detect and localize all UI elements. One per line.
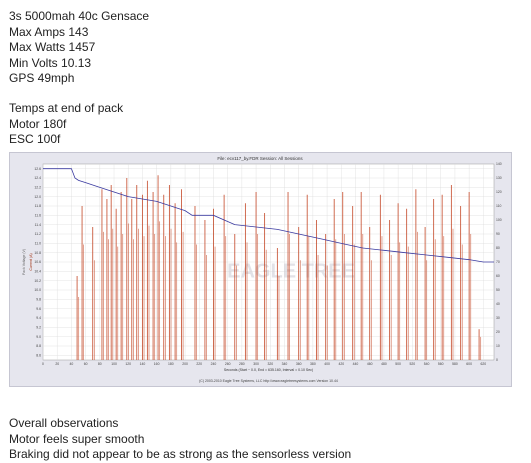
motor-observation-text: Motor feels super smooth (9, 431, 145, 446)
y-tick-label-left: 9.0 (36, 335, 41, 339)
y-axis-label-left: Pack Voltage (V) (22, 249, 26, 275)
y-tick-label-left: 10.0 (34, 288, 41, 292)
chart-svg: File: ecv117_by.FDR Session: All Session… (9, 152, 512, 387)
y-tick-label-right: 70 (496, 260, 500, 264)
x-tick-label: 600 (466, 362, 472, 366)
x-tick-label: 540 (424, 362, 430, 366)
y-tick-label-left: 11.4 (35, 223, 41, 227)
notes-top: 3s 5000mah 40c Gensace Max Amps 143 Max … (9, 9, 149, 148)
x-tick-label: 240 (211, 362, 217, 366)
observations-heading: Overall observations (9, 416, 119, 430)
gps-speed-text: GPS 49mph (9, 71, 75, 86)
min-volts-text: Min Volts 10.13 (9, 55, 92, 70)
braking-observation-text: Braking did not appear to be as strong a… (9, 447, 352, 462)
y-axis-label-right: Current (A) (29, 253, 33, 270)
y-tick-label-right: 20 (496, 330, 500, 334)
x-ticks: 0 20 40 60 80 100 120 140 160 180 200 220 240 260 280 3… (42, 362, 486, 366)
x-tick-label: 20 (55, 362, 59, 366)
y-tick-label-left: 12.6 (34, 167, 41, 171)
x-tick-label: 280 (239, 362, 245, 366)
notes-bottom: Overall observations Motor feels super s… (9, 416, 351, 463)
y-tick-label-left: 9.8 (36, 298, 41, 302)
y-tick-label-left: 12.0 (34, 195, 41, 199)
x-tick-label: 100 (111, 362, 117, 366)
y-tick-label-left: 9.2 (36, 326, 41, 330)
y-tick-label-left: 11.6 (35, 214, 41, 218)
pack-spec-text: 3s 5000mah 40c Gensace (9, 9, 150, 23)
x-axis-label: Seconds (Start ~ 0.0, End = 635.160, Int… (224, 368, 313, 372)
x-tick-label: 360 (296, 362, 302, 366)
y-tick-label-right: 40 (496, 302, 500, 306)
y-tick-label-left: 12.2 (34, 186, 41, 190)
x-tick-label: 500 (395, 362, 401, 366)
y-tick-label-right: 60 (496, 274, 500, 278)
y-tick-label-right: 90 (496, 232, 500, 236)
x-tick-label: 520 (409, 362, 415, 366)
temps-heading: Temps at end of pack (9, 100, 124, 115)
x-tick-label: 420 (338, 362, 344, 366)
x-tick-label: 120 (125, 362, 131, 366)
esc-temp-text: ESC 100f (9, 132, 61, 147)
y-tick-label-right: 50 (496, 288, 500, 292)
y-tick-label-right: 30 (496, 316, 500, 320)
x-tick-label: 620 (481, 362, 487, 366)
motor-temp-text: Motor 180f (9, 116, 67, 131)
x-tick-label: 580 (452, 362, 458, 366)
x-tick-label: 200 (182, 362, 188, 366)
x-tick-label: 440 (353, 362, 359, 366)
chart-title: File: ecv117_by.FDR Session: All Session… (217, 156, 303, 161)
y-tick-label-left: 9.6 (36, 307, 41, 311)
y-tick-label-right: 130 (496, 176, 502, 180)
current-series (76, 175, 482, 360)
x-tick-label: 220 (196, 362, 202, 366)
x-tick-label: 160 (154, 362, 160, 366)
y-tick-label-left: 11.0 (35, 242, 41, 246)
x-tick-label: 260 (225, 362, 231, 366)
y-tick-label-left: 11.8 (35, 204, 41, 208)
x-tick-label: 40 (70, 362, 74, 366)
chart-footer: (C) 2003-2010 Eagle Tree Systems, LLC ht… (199, 379, 338, 383)
y-tick-label-left: 8.8 (36, 344, 41, 348)
y-tick-label-left: 12.4 (34, 176, 41, 180)
y-tick-label-left: 9.4 (36, 316, 41, 320)
y-tick-label-right: 120 (496, 190, 502, 194)
x-tick-label: 480 (381, 362, 387, 366)
y-tick-label-right: 10 (496, 344, 500, 348)
y-tick-label-left: 10.4 (34, 270, 41, 274)
voltage-series-line (43, 168, 494, 263)
y-tick-label-right: 100 (496, 218, 502, 222)
x-tick-label: 140 (140, 362, 146, 366)
telemetry-chart: File: ecv117_by.FDR Session: All Session… (9, 152, 512, 387)
x-tick-label: 560 (438, 362, 444, 366)
y-tick-label-left: 10.8 (34, 251, 41, 255)
y-tick-label-left: 8.6 (36, 354, 41, 358)
x-tick-label: 80 (98, 362, 102, 366)
x-tick-label: 400 (324, 362, 330, 366)
y-tick-label-right: 0 (496, 358, 498, 362)
y-tick-label-right: 80 (496, 246, 500, 250)
y-tick-label-left: 11.2 (35, 232, 41, 236)
watermark-text: EAGLE TREE (227, 261, 355, 283)
y-tick-label-right: 140 (496, 162, 502, 166)
x-tick-label: 60 (84, 362, 88, 366)
max-amps-text: Max Amps 143 (9, 24, 89, 39)
x-tick-label: 180 (168, 362, 174, 366)
x-tick-label: 340 (282, 362, 288, 366)
y-tick-label-left: 10.2 (34, 279, 41, 283)
y-ticks-left: 12.6 12.4 12.2 12.0 11.8 11.6 11.4 11.2 11.0 10.8… (34, 167, 41, 358)
x-tick-label: 380 (310, 362, 316, 366)
y-tick-label-left: 10.6 (34, 260, 41, 264)
y-tick-label-right: 110 (496, 204, 502, 208)
x-tick-label: 320 (267, 362, 273, 366)
x-tick-label: 300 (253, 362, 259, 366)
x-tick-label: 0 (42, 362, 44, 366)
x-tick-label: 460 (367, 362, 373, 366)
max-watts-text: Max Watts 1457 (9, 40, 96, 55)
